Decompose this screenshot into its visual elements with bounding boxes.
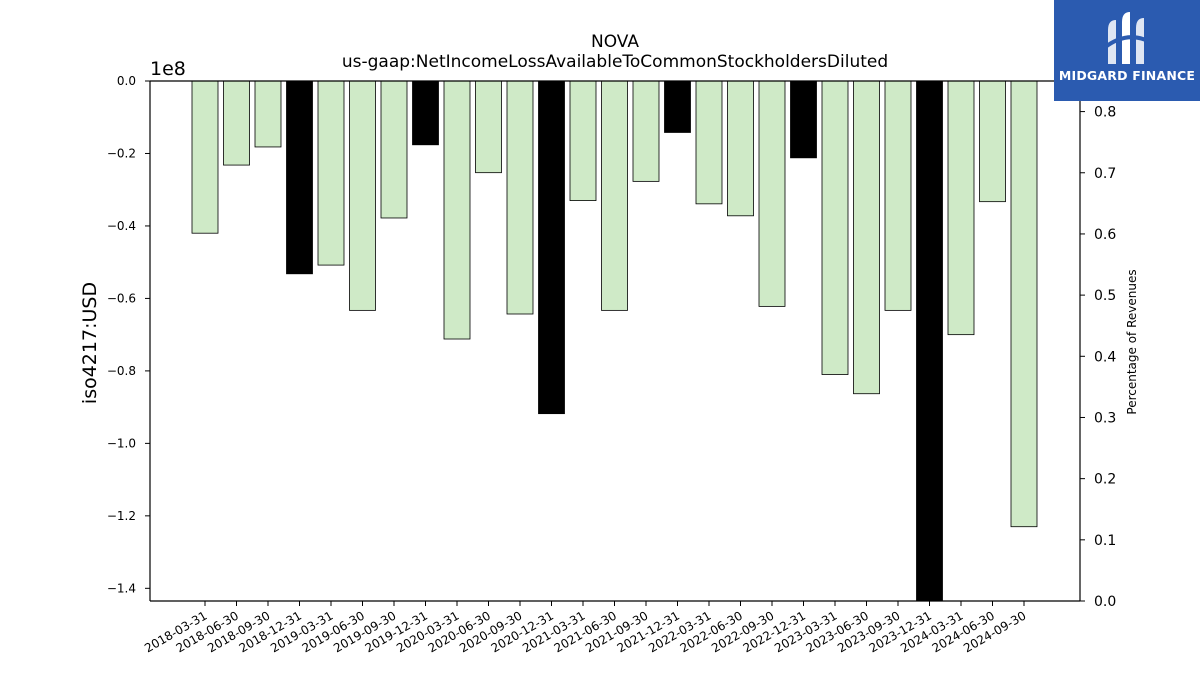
y2-tick-label: 0.2 — [1094, 472, 1116, 488]
y-tick-label: −0.2 — [107, 146, 136, 160]
bar-2019-03-31 — [317, 80, 345, 266]
midgard-logo-icon — [1102, 12, 1151, 64]
bar-2021-09-30 — [632, 80, 660, 182]
bar-2018-06-30 — [223, 80, 250, 166]
y2-tick-label: 0.3 — [1094, 410, 1116, 426]
chart-subtitle: us-gaap:NetIncomeLossAvailableToCommonSt… — [341, 52, 889, 72]
bar-2020-06-30 — [475, 80, 502, 174]
bar-2023-06-30 — [853, 80, 880, 395]
bar-2023-03-31 — [821, 80, 849, 375]
bar-2019-12-31 — [412, 80, 439, 146]
bar-2023-12-31 — [916, 80, 943, 602]
y2-tick-label: 0.1 — [1094, 533, 1116, 549]
logo-text: MIDGARD FINANCE — [1058, 68, 1196, 83]
y2-tick-label: 0.4 — [1094, 349, 1116, 365]
y-tick-label: −0.6 — [107, 291, 136, 305]
bar-2024-09-30 — [1010, 80, 1038, 528]
bar-2019-06-30 — [349, 80, 376, 311]
bar-2021-03-31 — [569, 80, 597, 201]
bar-2022-12-31 — [790, 80, 817, 159]
bar-2021-12-31 — [664, 80, 691, 133]
bar-2020-12-31 — [538, 80, 565, 415]
bar-2022-09-30 — [758, 80, 786, 307]
y-axis-label: iso4217:USD — [79, 282, 101, 404]
bar-2020-03-31 — [443, 80, 471, 340]
y-tick-label: −1.2 — [107, 509, 136, 523]
bar-2022-03-31 — [695, 80, 723, 205]
chart-title: NOVA — [591, 32, 639, 52]
bar-2020-09-30 — [506, 80, 534, 315]
y2-tick-label: 0.0 — [1094, 594, 1116, 610]
y2-tick-label: 0.5 — [1094, 288, 1116, 304]
y2-axis-label: Percentage of Revenues — [1125, 269, 1139, 414]
y-tick-label: −1.4 — [107, 581, 136, 595]
bar-2018-03-31 — [191, 80, 219, 234]
y2-tick-label: 0.6 — [1094, 227, 1116, 243]
bar-2023-09-30 — [884, 80, 912, 311]
y-tick-label: −0.8 — [107, 364, 136, 378]
y2-tick-label: 0.8 — [1094, 105, 1116, 121]
bar-2018-09-30 — [254, 80, 282, 148]
bar-2022-06-30 — [727, 80, 754, 217]
bar-2021-06-30 — [601, 80, 628, 311]
y-tick-label: −1.0 — [107, 436, 136, 450]
y-tick-label: −0.4 — [107, 219, 136, 233]
bar-2018-12-31 — [286, 80, 313, 275]
y-tick-label: 0.0 — [117, 74, 136, 88]
y-offset-label: 1e8 — [150, 58, 186, 80]
bar-2024-03-31 — [947, 80, 975, 336]
y2-tick-label: 0.7 — [1094, 166, 1116, 182]
bar-2019-09-30 — [380, 80, 408, 219]
bar-2024-06-30 — [979, 80, 1006, 203]
midgard-finance-logo: MIDGARD FINANCE — [1054, 0, 1200, 101]
